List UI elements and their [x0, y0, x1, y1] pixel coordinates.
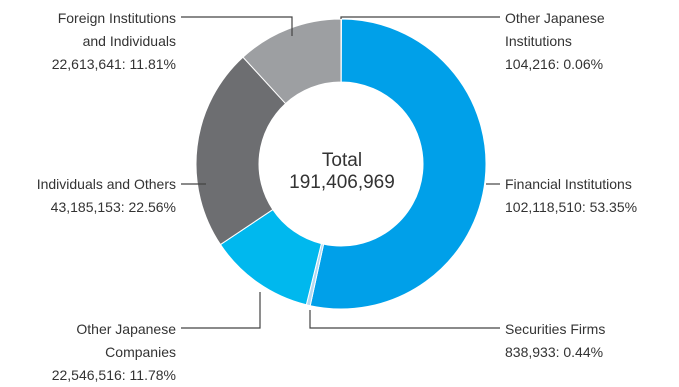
label-name-line: Other Japanese [52, 318, 176, 341]
label-name-line: Other Japanese [505, 7, 605, 30]
label-securities-firms: Securities Firms 838,933: 0.44% [505, 318, 605, 364]
total-label: Total [262, 150, 422, 172]
label-name-line: Securities Firms [505, 318, 605, 341]
leader-securities [310, 310, 500, 328]
label-name-line: Companies [52, 341, 176, 364]
label-value: 838,933: 0.44% [505, 341, 605, 364]
label-name-line: and Individuals [52, 30, 176, 53]
label-financial-institutions: Financial Institutions 102,118,510: 53.3… [505, 173, 637, 219]
leader-companies [181, 292, 260, 328]
donut-center-total: Total 191,406,969 [262, 150, 422, 194]
label-value: 104,216: 0.06% [505, 53, 605, 76]
label-value: 22,613,641: 11.81% [52, 53, 176, 76]
label-value: 22,546,516: 11.78% [52, 364, 176, 387]
leader-other-institutions [341, 17, 500, 19]
label-individuals-and-others: Individuals and Others 43,185,153: 22.56… [37, 173, 176, 219]
label-value: 43,185,153: 22.56% [37, 196, 176, 219]
leader-foreign [181, 17, 292, 36]
label-name-line: Individuals and Others [37, 173, 176, 196]
label-other-japanese-companies: Other Japanese Companies 22,546,516: 11.… [52, 318, 176, 387]
label-value: 102,118,510: 53.35% [505, 196, 637, 219]
total-value: 191,406,969 [262, 172, 422, 194]
label-name-line: Financial Institutions [505, 173, 637, 196]
label-name-line: Institutions [505, 30, 605, 53]
label-other-japanese-institutions: Other Japanese Institutions 104,216: 0.0… [505, 7, 605, 76]
label-foreign-institutions: Foreign Institutions and Individuals 22,… [52, 7, 176, 76]
label-name-line: Foreign Institutions [52, 7, 176, 30]
